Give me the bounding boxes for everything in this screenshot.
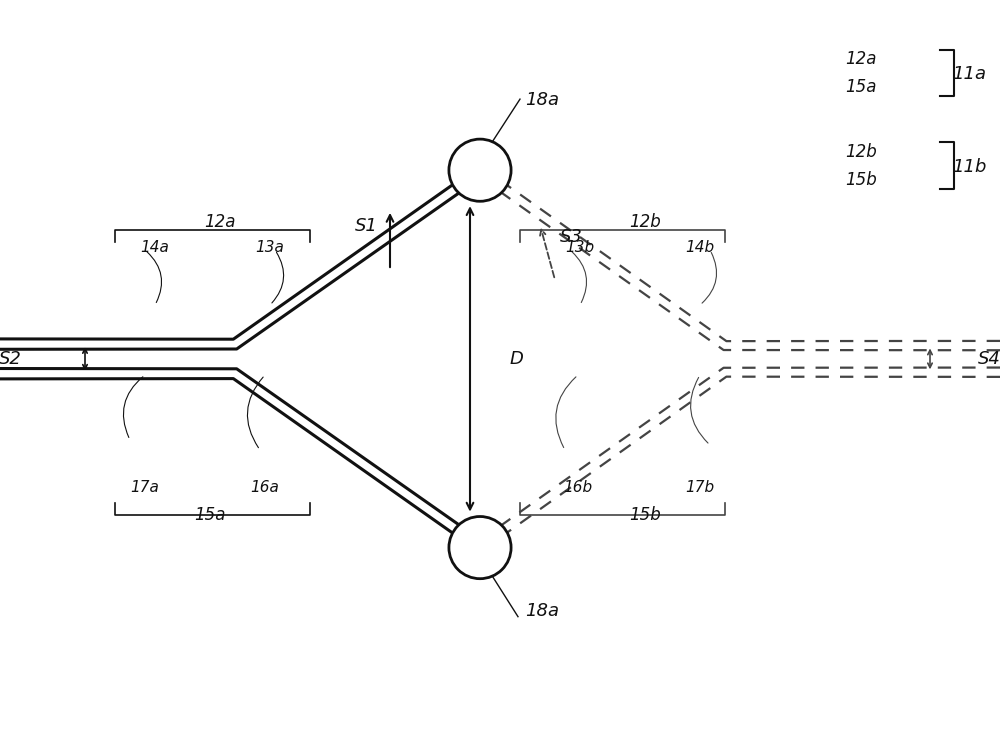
Text: 12b: 12b [845, 143, 877, 161]
Text: 11a: 11a [952, 65, 986, 83]
Text: 17b: 17b [685, 480, 715, 494]
Text: 17a: 17a [131, 480, 159, 494]
Text: 15b: 15b [629, 506, 661, 524]
Text: 18a: 18a [525, 602, 559, 619]
Text: 14b: 14b [685, 240, 715, 255]
Text: 12a: 12a [845, 50, 876, 68]
Text: S4: S4 [978, 350, 1000, 368]
Text: 14a: 14a [141, 240, 169, 255]
Text: S1: S1 [355, 217, 378, 235]
Text: 15b: 15b [845, 171, 877, 189]
Circle shape [449, 139, 511, 201]
Text: S3: S3 [560, 228, 583, 246]
Text: 16b: 16b [563, 480, 593, 494]
Text: 15a: 15a [194, 506, 226, 524]
Text: S2: S2 [0, 350, 22, 368]
Text: 15a: 15a [845, 78, 876, 96]
Text: 13a: 13a [256, 240, 284, 255]
Text: 11b: 11b [952, 158, 986, 175]
Text: 12b: 12b [629, 213, 661, 231]
Text: 16a: 16a [251, 480, 279, 494]
Text: 18a: 18a [525, 91, 559, 109]
Text: 12a: 12a [204, 213, 236, 231]
Circle shape [449, 517, 511, 579]
Text: D: D [510, 350, 524, 368]
Text: 13b: 13b [565, 240, 595, 255]
